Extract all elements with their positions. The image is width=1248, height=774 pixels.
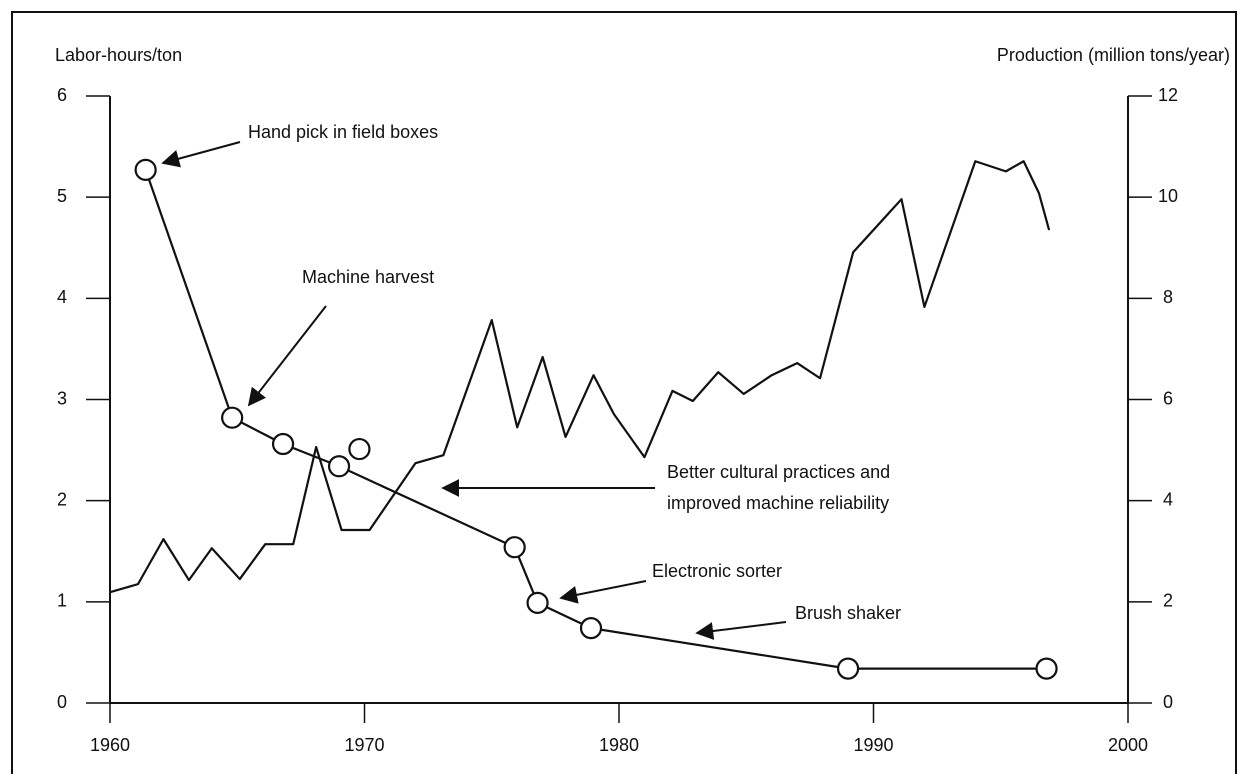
y-tick-label: 6 (57, 85, 67, 105)
x-tick-label: 1970 (344, 735, 384, 755)
data-point (271, 432, 295, 456)
y-tick-label: 3 (57, 388, 67, 408)
y-tick-label: 1 (57, 591, 67, 611)
x-tick-label: 1980 (599, 735, 639, 755)
data-point (526, 591, 549, 614)
y2-tick-label: 0 (1163, 692, 1173, 712)
y2-tick-label: 4 (1163, 489, 1173, 509)
annotation: improved machine reliability (667, 493, 889, 513)
annotation-arrow (161, 141, 241, 168)
y-tick-label: 2 (57, 489, 67, 509)
frame (11, 11, 1237, 774)
data-line (109, 160, 1051, 594)
annotation-arrow (559, 580, 647, 604)
data-point (221, 406, 244, 429)
data-point (579, 617, 603, 640)
data-point (348, 437, 371, 461)
y-tick-label: 5 (57, 186, 67, 206)
x-tick-label: 2000 (1108, 735, 1148, 755)
annotation-arrow (247, 305, 327, 407)
data-point (134, 158, 157, 181)
y2-tick-label: 10 (1158, 186, 1178, 206)
data-point (503, 536, 526, 559)
annotation-arrow (695, 621, 787, 640)
data-point (327, 455, 351, 478)
annotation: Machine harvest (302, 267, 434, 287)
annotation: Hand pick in field boxes (248, 122, 438, 142)
y-tick-label: 4 (57, 287, 67, 307)
y2-tick-label: 6 (1163, 388, 1173, 408)
x-tick-label: 1960 (90, 735, 130, 755)
data-point (1035, 657, 1058, 680)
annotation: Electronic sorter (652, 561, 782, 581)
y-axis-label: Labor-hours/ton (55, 45, 182, 65)
y2-tick-label: 8 (1163, 287, 1173, 307)
data-point (836, 657, 860, 680)
annotation: Brush shaker (795, 603, 901, 623)
y2-tick-label: 2 (1163, 591, 1173, 611)
y2-tick-label: 12 (1158, 85, 1178, 105)
annotation: Better cultural practices and (667, 462, 890, 482)
y2-axis-label: Production (million tons/year) (997, 45, 1230, 65)
y-tick-label: 0 (57, 692, 67, 712)
x-tick-label: 1990 (853, 735, 893, 755)
